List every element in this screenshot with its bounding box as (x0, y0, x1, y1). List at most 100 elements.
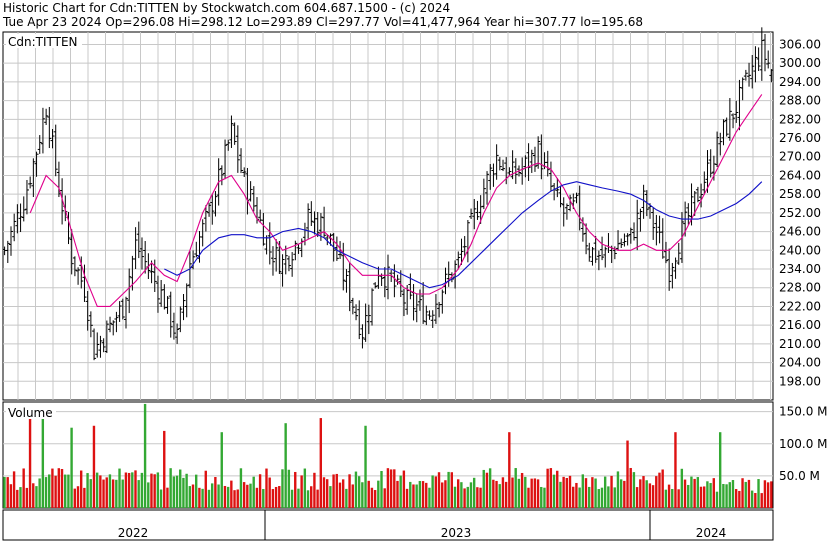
volume-bar (648, 483, 652, 508)
price-bar (699, 183, 704, 208)
volume-bar (233, 490, 236, 508)
price-bar (584, 223, 589, 255)
volume-bar (488, 468, 492, 508)
volume-bar (188, 486, 192, 508)
volume-bar (645, 480, 648, 508)
volume-bar (725, 484, 728, 508)
volume-bar (552, 474, 556, 508)
price-bar (290, 252, 295, 277)
volume-bar (492, 479, 495, 508)
volume-bar (632, 472, 636, 508)
volume-bar (683, 479, 687, 508)
volume-bar (258, 474, 262, 508)
price-bar (267, 222, 272, 265)
volume-bar (658, 472, 661, 508)
price-bar (724, 117, 729, 137)
price-bar (270, 246, 275, 276)
price-bar (92, 328, 97, 361)
volume-bar (770, 481, 773, 508)
volume-bar (198, 487, 201, 508)
price-bar (494, 144, 499, 180)
volume-bar (220, 432, 223, 508)
volume-bar (715, 491, 719, 508)
volume-bar (121, 479, 124, 508)
price-bar (485, 171, 490, 205)
price-bar (427, 310, 432, 320)
price-bar (600, 236, 605, 261)
price-bar (424, 305, 429, 326)
symbol-label-bg (6, 34, 82, 48)
volume-bar (207, 489, 211, 508)
price-bar (232, 122, 237, 145)
price-bar (152, 259, 157, 292)
price-bar (440, 289, 445, 314)
price-bar (753, 46, 758, 83)
volume-bar (255, 487, 259, 508)
price-bar (756, 47, 761, 71)
price-bar (184, 283, 189, 318)
price-bar (143, 241, 148, 274)
volume-bar (41, 416, 45, 508)
volume-bar (210, 483, 214, 508)
price-bar (207, 202, 212, 217)
volume-bar (310, 486, 313, 508)
volume-bar (79, 470, 83, 508)
price-bar (31, 158, 36, 197)
price-bar (306, 203, 311, 239)
volume-bar (48, 474, 51, 508)
price-bar (526, 143, 531, 181)
price-bar (523, 155, 528, 178)
price-bar (286, 255, 291, 272)
volume-bar (316, 489, 319, 508)
price-bar (398, 270, 403, 297)
volume-bar (367, 480, 370, 508)
price-bar (574, 192, 579, 204)
volume-bar (19, 487, 22, 508)
volume-bar (383, 488, 386, 508)
price-bar (334, 236, 339, 261)
price-bar (114, 311, 119, 333)
volume-bar (99, 475, 102, 508)
price-tick-label: 252.00 (779, 206, 821, 220)
volume-bar (482, 469, 485, 508)
volume-bar (495, 480, 498, 508)
volume-bar (597, 489, 600, 508)
price-bar (596, 250, 601, 271)
volume-bar (546, 468, 549, 508)
price-bar (501, 159, 506, 172)
volume-bar (313, 472, 316, 508)
volume-bar (760, 493, 763, 508)
price-tick-label: 228.00 (779, 281, 821, 295)
date-axis-panel (2, 509, 774, 541)
price-bar (117, 301, 122, 322)
volume-bar (600, 487, 604, 508)
volume-bar (635, 487, 639, 508)
volume-bar (591, 477, 594, 508)
price-bar (577, 185, 582, 231)
volume-bar (703, 486, 706, 508)
volume-bar (619, 479, 623, 508)
volume-bar (143, 403, 147, 508)
volume-bar (556, 470, 559, 508)
volume-bar (265, 468, 268, 508)
volume-bar (169, 468, 172, 508)
price-tick-label: 300.00 (779, 56, 821, 70)
volume-bar (722, 483, 725, 508)
volume-bar (607, 486, 610, 508)
volume-bar (274, 486, 278, 508)
price-bar (568, 194, 573, 212)
volume-bar (610, 475, 613, 508)
volume-bar (524, 476, 527, 508)
volume-bar (252, 476, 255, 508)
volume-bar (399, 475, 402, 508)
volume-bar (335, 473, 338, 508)
price-bar (382, 267, 387, 298)
volume-label-bg (6, 405, 56, 419)
volume-bar (64, 474, 67, 508)
volume-bar (354, 471, 358, 508)
price-bar (459, 238, 464, 265)
volume-bar (766, 482, 770, 508)
price-bar (242, 167, 247, 178)
price-axis: 306.00 300.00 294.00 288.00 282.00 276.00 270.… (779, 37, 821, 388)
volume-bar (629, 467, 632, 508)
